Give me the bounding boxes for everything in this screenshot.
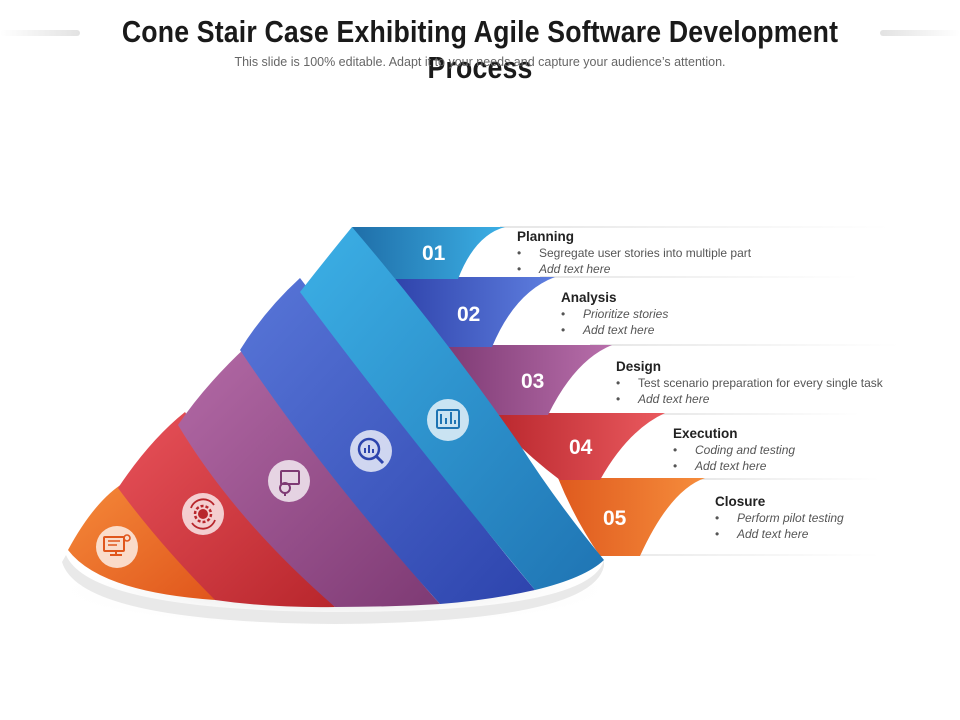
stage-title-closure: Closure [715,494,766,509]
magnifier-chart-icon [350,430,392,472]
gear-cycle-icon [182,493,224,535]
stage-5-bullet-2: • Add text here [715,527,809,541]
stage-2-bullet-1: • Prioritize stories [561,307,669,321]
blueprint-icon [427,399,469,441]
stage-title-planning: Planning [517,229,574,244]
label-cards [500,226,900,556]
stage-number-04: 04 [569,436,593,459]
tab-05 [558,478,705,556]
computer-testing-icon [96,526,138,568]
stage-4-bullet-2: • Add text here [673,459,767,473]
cone-base-plate [62,555,604,624]
stage-number-02: 02 [457,303,480,326]
stage-5-bullet-1: • Perform pilot testing [715,511,844,525]
stage-4-bullet-1: • Coding and testing [673,443,796,457]
stage-number-03: 03 [521,370,544,393]
header-rule-right [880,30,960,36]
band-05 [68,482,215,600]
tab-04 [488,413,665,480]
stage-1-bullet-1: • Segregate user stories into multiple pa… [517,246,752,260]
tab-01 [352,227,505,279]
slide-title: Cone Stair Case Exhibiting Agile Softwar… [121,14,839,85]
stage-3-bullet-2: • Add text here [616,392,710,406]
stage-2-bullet-2: • Add text here [561,323,655,337]
stage-title-design: Design [616,359,662,374]
stage-number-01: 01 [422,242,446,265]
header-rule-left [0,30,80,36]
idea-presentation-icon [268,460,310,502]
slide-subtitle: This slide is 100% editable. Adapt it to… [234,55,726,69]
stage-3-bullet-1: • Test scenario preparation for every sin… [616,376,883,390]
band-04 [118,412,335,608]
stage-number-05: 05 [603,507,627,530]
stage-1-bullet-2: • Add text here [517,262,611,276]
stage-title-execution: Execution [673,426,738,441]
stage-title-analysis: Analysis [561,290,617,305]
